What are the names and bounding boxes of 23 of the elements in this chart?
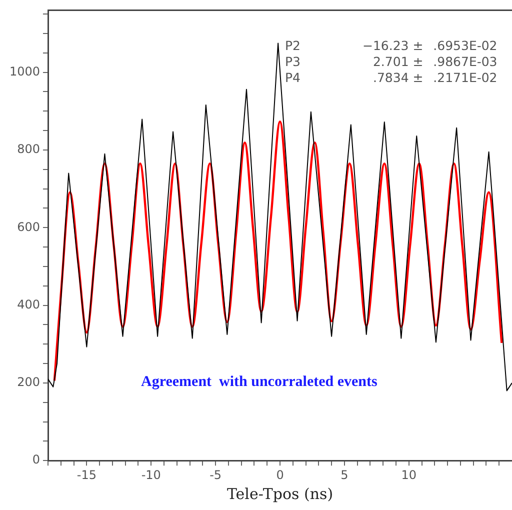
y-tick-label: 1000 [9,64,40,78]
annotation: .7834 ± [372,70,424,86]
y-tick-label: 600 [17,220,40,234]
x-tick-label: 10 [401,468,417,482]
y-tick-label: 400 [17,297,40,312]
annotation: −16.23 ± [362,38,424,54]
x-tick-label: -5 [210,468,222,482]
annotation: .9867E-03 [432,54,498,70]
annotation: P2 [284,38,300,54]
x-tick-label: -15 [76,468,96,482]
y-tick-label: 800 [17,142,40,156]
x-tick-label: 5 [340,468,348,482]
y-tick-label: 200 [17,375,40,390]
x-tick-label: -10 [141,468,161,482]
y-tick-label: 0 [32,452,40,467]
annotation: P4 [284,70,300,86]
annotation: 2.701 ± [372,54,424,70]
x-tick-label: 0 [276,468,284,482]
annotation: Agreement with uncorraleted events [141,374,378,391]
annotation: P3 [284,54,300,70]
x-axis-title: Tele-Tpos (ns) [226,484,334,503]
annotation: .2171E-02 [432,70,498,86]
annotation: .6953E-02 [432,38,498,54]
